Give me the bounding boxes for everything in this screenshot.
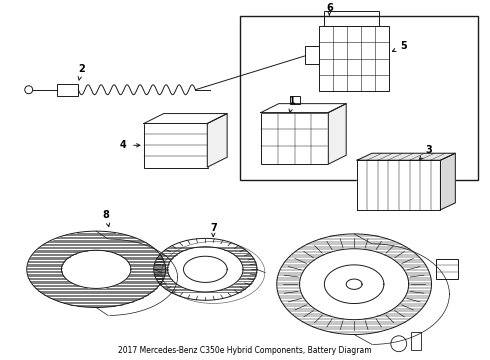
Text: 2: 2 — [78, 64, 85, 74]
Polygon shape — [441, 153, 455, 210]
Bar — [411, 332, 420, 350]
Text: 4: 4 — [120, 140, 126, 150]
Polygon shape — [144, 113, 227, 123]
Text: 5: 5 — [400, 41, 407, 51]
Text: 2017 Mercedes-Benz C350e Hybrid Components, Battery Diagram: 2017 Mercedes-Benz C350e Hybrid Componen… — [118, 346, 372, 355]
Bar — [324, 12, 379, 26]
Bar — [261, 113, 328, 164]
Polygon shape — [328, 104, 346, 164]
Polygon shape — [357, 153, 455, 160]
Polygon shape — [207, 113, 227, 167]
Bar — [144, 123, 208, 168]
Bar — [290, 96, 299, 104]
Bar — [304, 46, 319, 64]
Text: 1: 1 — [289, 96, 296, 106]
Bar — [437, 260, 458, 279]
Text: 3: 3 — [425, 145, 432, 155]
Text: 6: 6 — [326, 3, 333, 13]
Polygon shape — [261, 104, 346, 113]
Bar — [56, 84, 78, 96]
Text: 8: 8 — [103, 210, 110, 220]
Bar — [319, 26, 389, 91]
Text: 7: 7 — [210, 222, 217, 233]
Bar — [240, 16, 478, 180]
Polygon shape — [357, 160, 441, 210]
